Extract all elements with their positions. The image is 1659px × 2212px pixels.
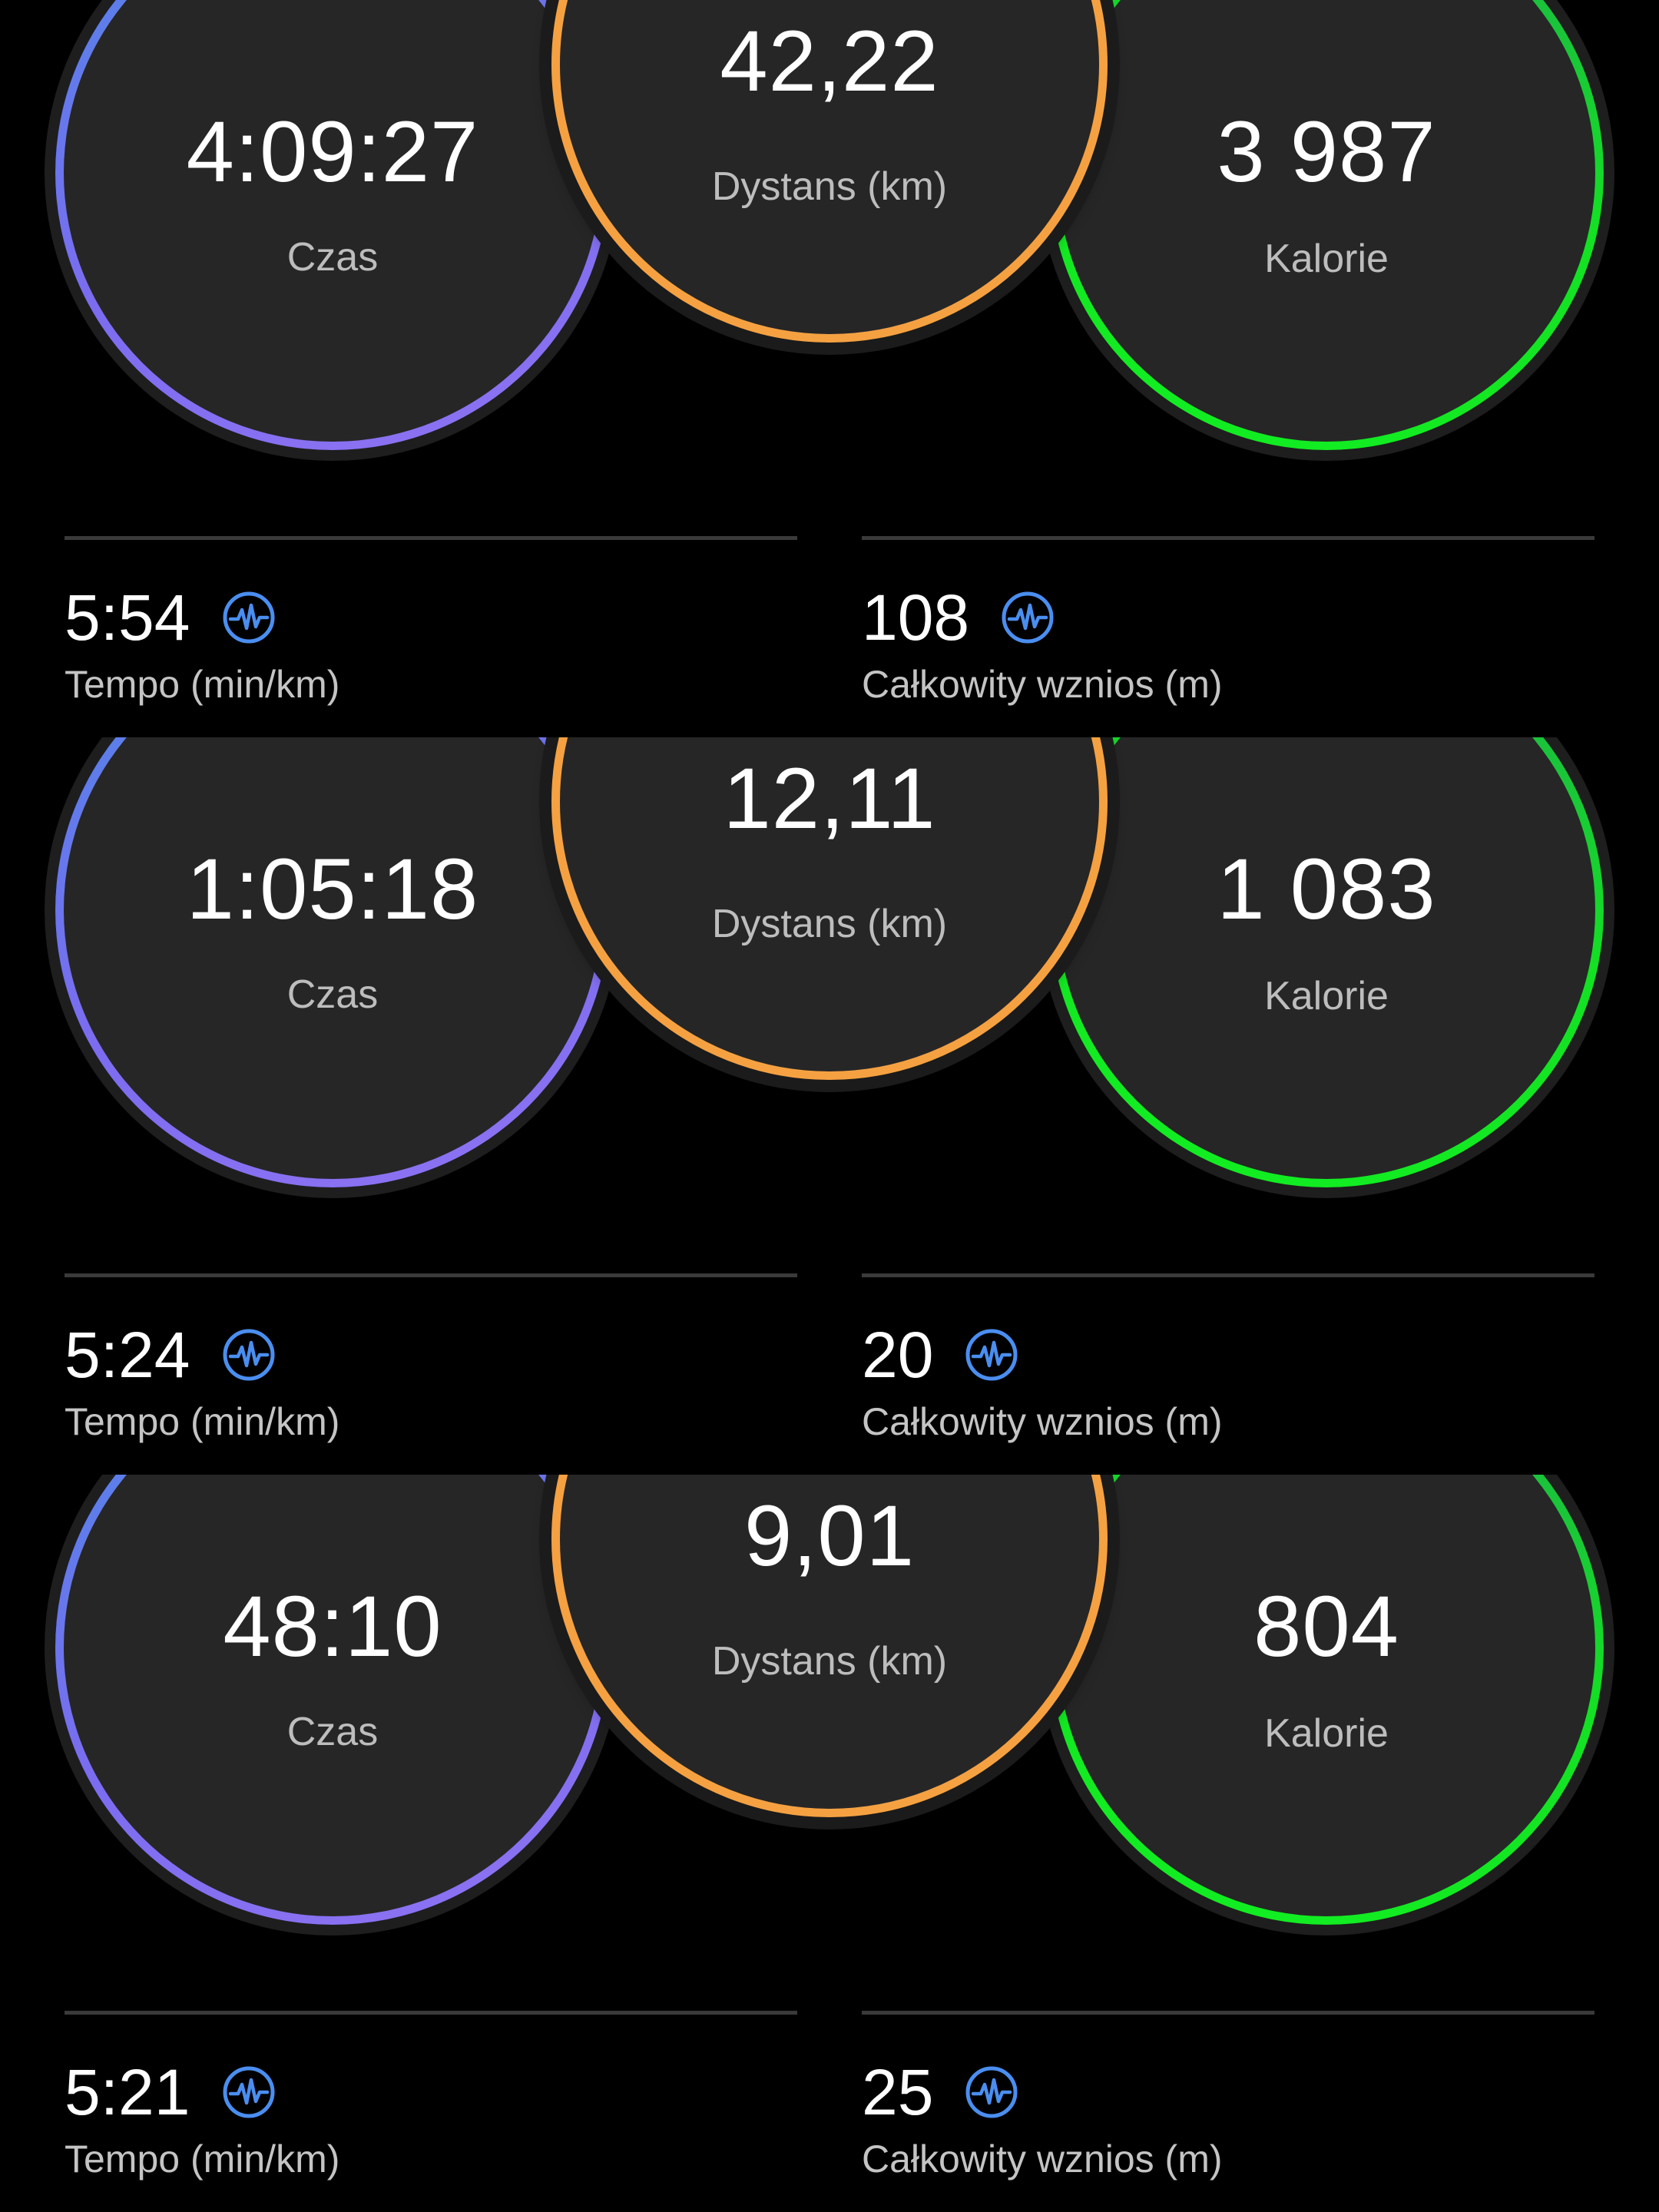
time-label: Czas — [286, 972, 379, 1017]
distance-label: Dystans (km) — [711, 902, 948, 946]
time-value: 4:09:27 — [186, 104, 479, 200]
distance-label: Dystans (km) — [711, 164, 948, 209]
pace-value: 5:24 — [65, 1319, 190, 1391]
ascent-label: Całkowity wznios (m) — [862, 2137, 1223, 2181]
performance-wave-icon[interactable] — [964, 1327, 1019, 1382]
divider — [862, 536, 1594, 540]
calories-label: Kalorie — [1264, 1711, 1389, 1756]
distance-circle[interactable]: 12,11 Dystans (km) — [551, 737, 1108, 1080]
time-value: 48:10 — [223, 1578, 442, 1674]
pace-label: Tempo (min/km) — [65, 1400, 340, 1443]
pace-stat[interactable]: 5:24 Tempo (min/km) — [65, 1315, 339, 1444]
time-value: 1:05:18 — [186, 841, 479, 937]
performance-wave-icon[interactable] — [221, 590, 276, 645]
ascent-value: 108 — [862, 581, 970, 654]
calories-value: 3 987 — [1217, 104, 1436, 200]
ascent-value: 20 — [862, 1319, 934, 1391]
pace-label: Tempo (min/km) — [65, 2137, 340, 2181]
ascent-value: 25 — [862, 2056, 934, 2128]
time-label: Czas — [286, 1710, 379, 1754]
ascent-stat[interactable]: 25 Całkowity wznios (m) — [862, 2052, 1223, 2181]
pace-label: Tempo (min/km) — [65, 663, 340, 706]
ascent-stat[interactable]: 108 Całkowity wznios (m) — [862, 578, 1223, 707]
calories-circle[interactable]: 3 987 Kalorie — [1049, 0, 1604, 450]
time-label: Czas — [286, 235, 379, 280]
calories-circle[interactable]: 804 Kalorie — [1049, 1475, 1604, 1925]
ascent-label: Całkowity wznios (m) — [862, 1400, 1223, 1443]
distance-label: Dystans (km) — [711, 1639, 948, 1684]
distance-value: 12,11 — [723, 750, 936, 846]
distance-value: 9,01 — [744, 1488, 915, 1584]
time-circle[interactable]: 48:10 Czas — [55, 1475, 610, 1925]
time-circle[interactable]: 1:05:18 Czas — [55, 737, 610, 1187]
pace-stat[interactable]: 5:54 Tempo (min/km) — [65, 578, 339, 707]
performance-wave-icon[interactable] — [221, 1327, 276, 1382]
distance-circle[interactable]: 42,22 Dystans (km) — [551, 0, 1108, 343]
calories-value: 1 083 — [1217, 841, 1436, 937]
distance-circle[interactable]: 9,01 Dystans (km) — [551, 1475, 1108, 1817]
time-circle[interactable]: 4:09:27 Czas — [55, 0, 610, 450]
distance-value: 42,22 — [720, 13, 939, 109]
performance-wave-icon[interactable] — [221, 2065, 276, 2120]
divider — [862, 1273, 1594, 1277]
activity-panel-3: 48:10 Czas 804 Kalorie 9,01 Dystans (km)… — [0, 1475, 1659, 2212]
calories-circle[interactable]: 1 083 Kalorie — [1049, 737, 1604, 1187]
divider — [65, 1273, 797, 1277]
ascent-label: Całkowity wznios (m) — [862, 663, 1223, 706]
pace-stat[interactable]: 5:21 Tempo (min/km) — [65, 2052, 339, 2181]
pace-value: 5:21 — [65, 2056, 190, 2128]
divider — [862, 2011, 1594, 2015]
divider — [65, 536, 797, 540]
activity-panel-1: 4:09:27 Czas 3 987 Kalorie 42,22 Dystans… — [0, 0, 1659, 737]
calories-value: 804 — [1253, 1578, 1399, 1674]
ascent-stat[interactable]: 20 Całkowity wznios (m) — [862, 1315, 1223, 1444]
activity-panel-2: 1:05:18 Czas 1 083 Kalorie 12,11 Dystans… — [0, 737, 1659, 1475]
calories-label: Kalorie — [1264, 974, 1389, 1018]
performance-wave-icon[interactable] — [1000, 590, 1055, 645]
performance-wave-icon[interactable] — [964, 2065, 1019, 2120]
divider — [65, 2011, 797, 2015]
pace-value: 5:54 — [65, 581, 190, 654]
calories-label: Kalorie — [1264, 237, 1389, 281]
